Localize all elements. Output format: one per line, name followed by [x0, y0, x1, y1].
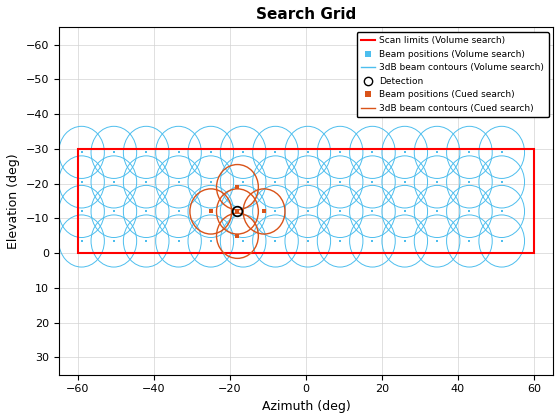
Bar: [78, 149, 534, 253]
Legend: Scan limits (Volume search), Beam positions (Volume search), 3dB beam contours (: Scan limits (Volume search), Beam positi…: [357, 32, 549, 117]
Y-axis label: Elevation (deg): Elevation (deg): [7, 153, 20, 249]
X-axis label: Azimuth (deg): Azimuth (deg): [262, 400, 350, 413]
Title: Search Grid: Search Grid: [256, 7, 356, 22]
